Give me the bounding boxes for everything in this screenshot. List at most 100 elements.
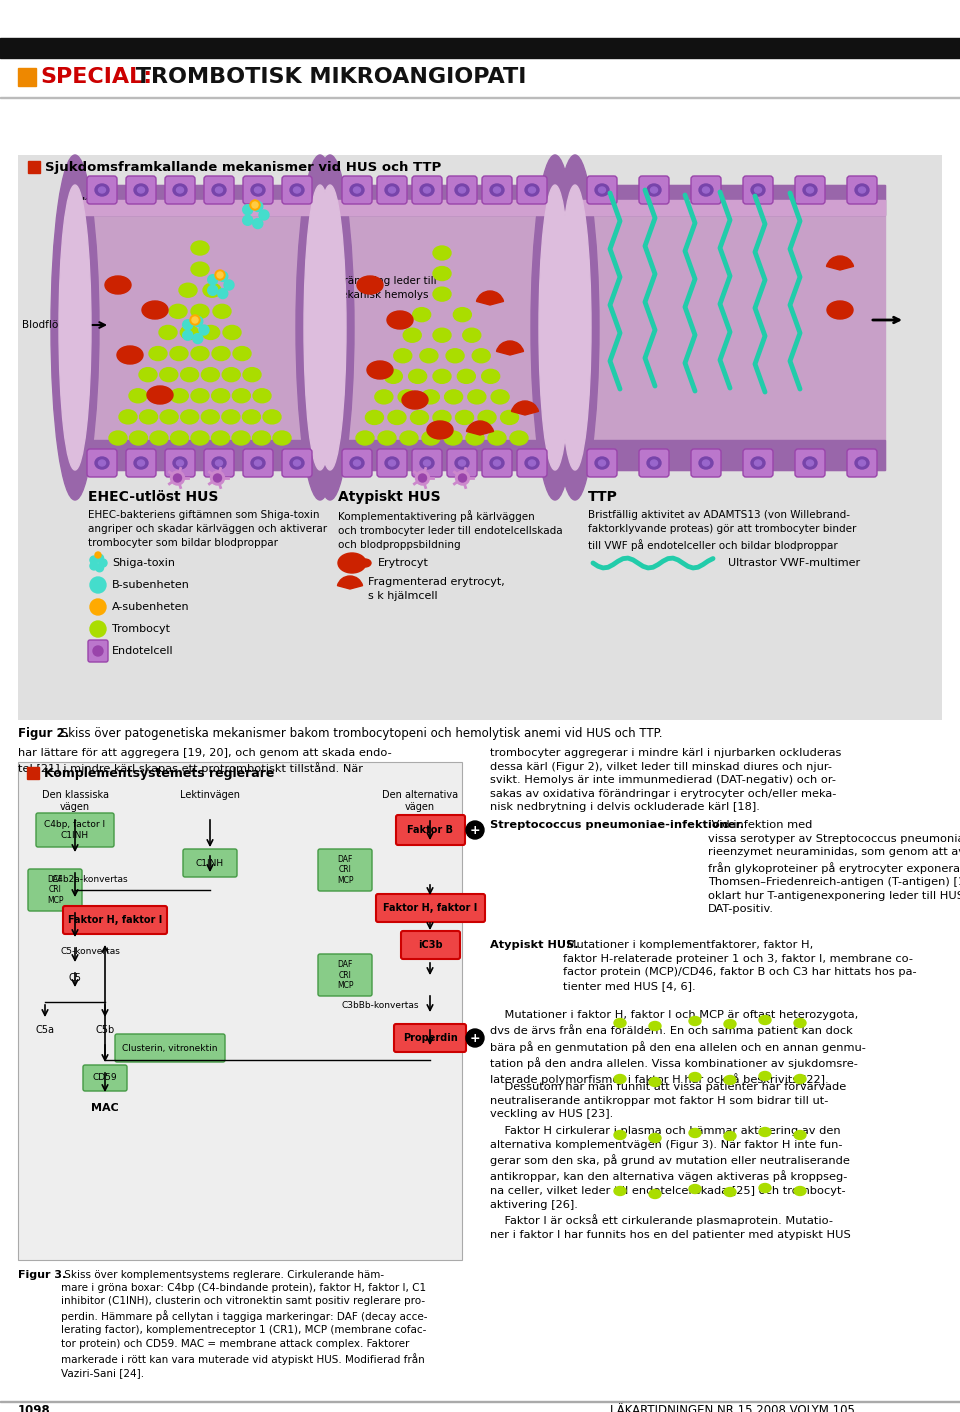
Ellipse shape (160, 409, 179, 424)
Ellipse shape (222, 409, 240, 424)
Ellipse shape (251, 184, 265, 196)
Bar (575, 441, 885, 470)
FancyBboxPatch shape (126, 176, 156, 203)
Ellipse shape (232, 431, 250, 445)
Circle shape (93, 647, 103, 657)
Ellipse shape (444, 390, 463, 404)
FancyBboxPatch shape (691, 449, 721, 477)
Ellipse shape (338, 554, 366, 573)
Text: Shiga-toxin: Shiga-toxin (112, 558, 175, 568)
FancyBboxPatch shape (165, 176, 195, 203)
Text: Skiss över komplementsystems reglerare. Cirkulerande häm-
mare i gröna boxar: C4: Skiss över komplementsystems reglerare. … (61, 1269, 427, 1378)
FancyBboxPatch shape (394, 1024, 466, 1052)
FancyBboxPatch shape (517, 176, 547, 203)
Circle shape (90, 621, 106, 637)
Ellipse shape (446, 349, 464, 363)
Ellipse shape (598, 186, 606, 193)
Circle shape (259, 210, 269, 220)
Ellipse shape (139, 409, 157, 424)
Ellipse shape (134, 457, 148, 469)
Ellipse shape (211, 388, 229, 402)
Circle shape (171, 472, 184, 484)
Ellipse shape (614, 1131, 626, 1139)
Text: C5b: C5b (95, 1025, 114, 1035)
Ellipse shape (529, 460, 536, 466)
Text: Dessutom har man funnit att vissa patienter har förvärvade
neutraliserande antik: Dessutom har man funnit att vissa patien… (490, 1082, 847, 1120)
FancyBboxPatch shape (639, 449, 669, 477)
FancyBboxPatch shape (28, 868, 82, 911)
Text: Vid infektion med
vissa serotyper av Streptococcus pneumoniae frisätts bakte-
ri: Vid infektion med vissa serotyper av Str… (708, 820, 960, 915)
Ellipse shape (254, 186, 261, 193)
Ellipse shape (385, 457, 399, 469)
Ellipse shape (147, 385, 173, 404)
Bar (27, 767, 39, 779)
Ellipse shape (855, 457, 869, 469)
Circle shape (218, 271, 228, 281)
Ellipse shape (402, 391, 428, 409)
Circle shape (243, 205, 252, 215)
Ellipse shape (492, 390, 509, 404)
Ellipse shape (251, 457, 265, 469)
Ellipse shape (411, 411, 428, 425)
Ellipse shape (649, 1077, 661, 1086)
FancyBboxPatch shape (282, 176, 312, 203)
Ellipse shape (212, 184, 226, 196)
Ellipse shape (759, 1072, 771, 1080)
Ellipse shape (109, 431, 127, 445)
Ellipse shape (95, 457, 109, 469)
FancyBboxPatch shape (377, 176, 407, 203)
Bar (18, 155, 942, 720)
Ellipse shape (751, 184, 765, 196)
Ellipse shape (433, 411, 451, 425)
FancyBboxPatch shape (165, 449, 195, 477)
Text: Properdin: Properdin (402, 1034, 457, 1043)
Ellipse shape (803, 457, 817, 469)
Ellipse shape (598, 460, 606, 466)
Ellipse shape (215, 460, 223, 466)
Ellipse shape (263, 409, 281, 424)
FancyBboxPatch shape (243, 176, 273, 203)
Ellipse shape (433, 267, 451, 281)
Ellipse shape (724, 1076, 736, 1084)
Bar (330, 185, 555, 470)
Text: SPECIAL:: SPECIAL: (40, 66, 152, 88)
Ellipse shape (212, 457, 226, 469)
Text: Sjukdomsframkallande mekanismer vid HUS och TTP: Sjukdomsframkallande mekanismer vid HUS … (45, 161, 442, 174)
Ellipse shape (724, 1131, 736, 1141)
Circle shape (224, 280, 234, 289)
Text: Clusterin, vitronektin: Clusterin, vitronektin (122, 1043, 218, 1052)
Ellipse shape (389, 186, 396, 193)
Ellipse shape (212, 346, 230, 360)
Text: CD59: CD59 (93, 1073, 117, 1083)
Ellipse shape (180, 325, 199, 339)
Text: Komplementsystemets reglerare: Komplementsystemets reglerare (44, 767, 275, 779)
Ellipse shape (191, 388, 209, 402)
FancyBboxPatch shape (376, 894, 485, 922)
Ellipse shape (689, 1128, 701, 1138)
FancyBboxPatch shape (587, 449, 617, 477)
Text: Den klassiska
vägen: Den klassiska vägen (41, 789, 108, 812)
Ellipse shape (213, 305, 231, 318)
Wedge shape (496, 342, 523, 354)
Ellipse shape (803, 184, 817, 196)
FancyBboxPatch shape (401, 931, 460, 959)
Wedge shape (827, 256, 853, 270)
Ellipse shape (444, 431, 462, 445)
FancyBboxPatch shape (183, 849, 237, 877)
FancyBboxPatch shape (342, 176, 372, 203)
FancyBboxPatch shape (204, 176, 234, 203)
Ellipse shape (191, 241, 209, 256)
Bar (330, 185, 555, 215)
Ellipse shape (488, 431, 506, 445)
Bar (18, 762, 462, 1260)
Text: Figur 3.: Figur 3. (18, 1269, 66, 1281)
Ellipse shape (699, 457, 713, 469)
Circle shape (174, 474, 181, 481)
Ellipse shape (202, 409, 219, 424)
Ellipse shape (191, 346, 209, 360)
Ellipse shape (306, 155, 354, 500)
Ellipse shape (759, 1015, 771, 1025)
Ellipse shape (806, 460, 813, 466)
Ellipse shape (350, 457, 364, 469)
Ellipse shape (215, 186, 223, 193)
